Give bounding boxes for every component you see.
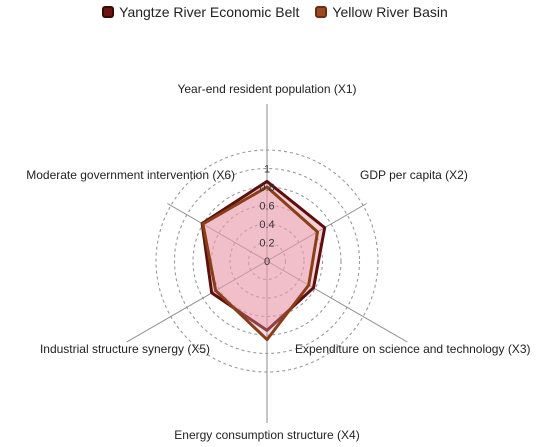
legend: Yangtze River Economic Belt Yellow River…: [0, 4, 550, 20]
tick-label-3: 0.6: [259, 201, 274, 213]
legend-item-yellow: Yellow River Basin: [315, 4, 448, 20]
tick-label-0: 0: [264, 256, 270, 268]
axis-label-1: Year-end resident population (X1): [177, 82, 356, 96]
tick-label-2: 0.4: [259, 219, 274, 231]
tick-label-4: 0.8: [259, 182, 274, 194]
radar-ticks: 0 0.2 0.4 0.6 0.8 1: [259, 164, 274, 269]
axis-label-3: Expenditure on science and technology (X…: [295, 342, 530, 356]
radar-axis-labels: Year-end resident population (X1) GDP per…: [26, 82, 530, 442]
axis-label-5: Industrial structure synergy (X5): [40, 342, 210, 356]
tick-label-5: 1: [264, 164, 270, 176]
axis-spoke-3: [266, 260, 408, 343]
legend-item-yangtze: Yangtze River Economic Belt: [102, 4, 299, 20]
axis-spoke-5: [126, 260, 268, 343]
legend-swatch-yangtze: [102, 6, 115, 18]
axis-label-6: Moderate government intervention (X6): [26, 168, 235, 182]
legend-swatch-yellow: [315, 6, 328, 18]
radar-series: [200, 179, 327, 342]
legend-label-yellow: Yellow River Basin: [332, 4, 448, 20]
axis-label-2: GDP per capita (X2): [360, 168, 468, 182]
axis-spoke-6: [167, 203, 268, 262]
series-polygon-2: [201, 185, 319, 342]
axis-label-4: Energy consumption structure (X4): [174, 428, 359, 442]
legend-label-yangtze: Yangtze River Economic Belt: [119, 4, 300, 20]
tick-label-1: 0.2: [259, 238, 274, 250]
